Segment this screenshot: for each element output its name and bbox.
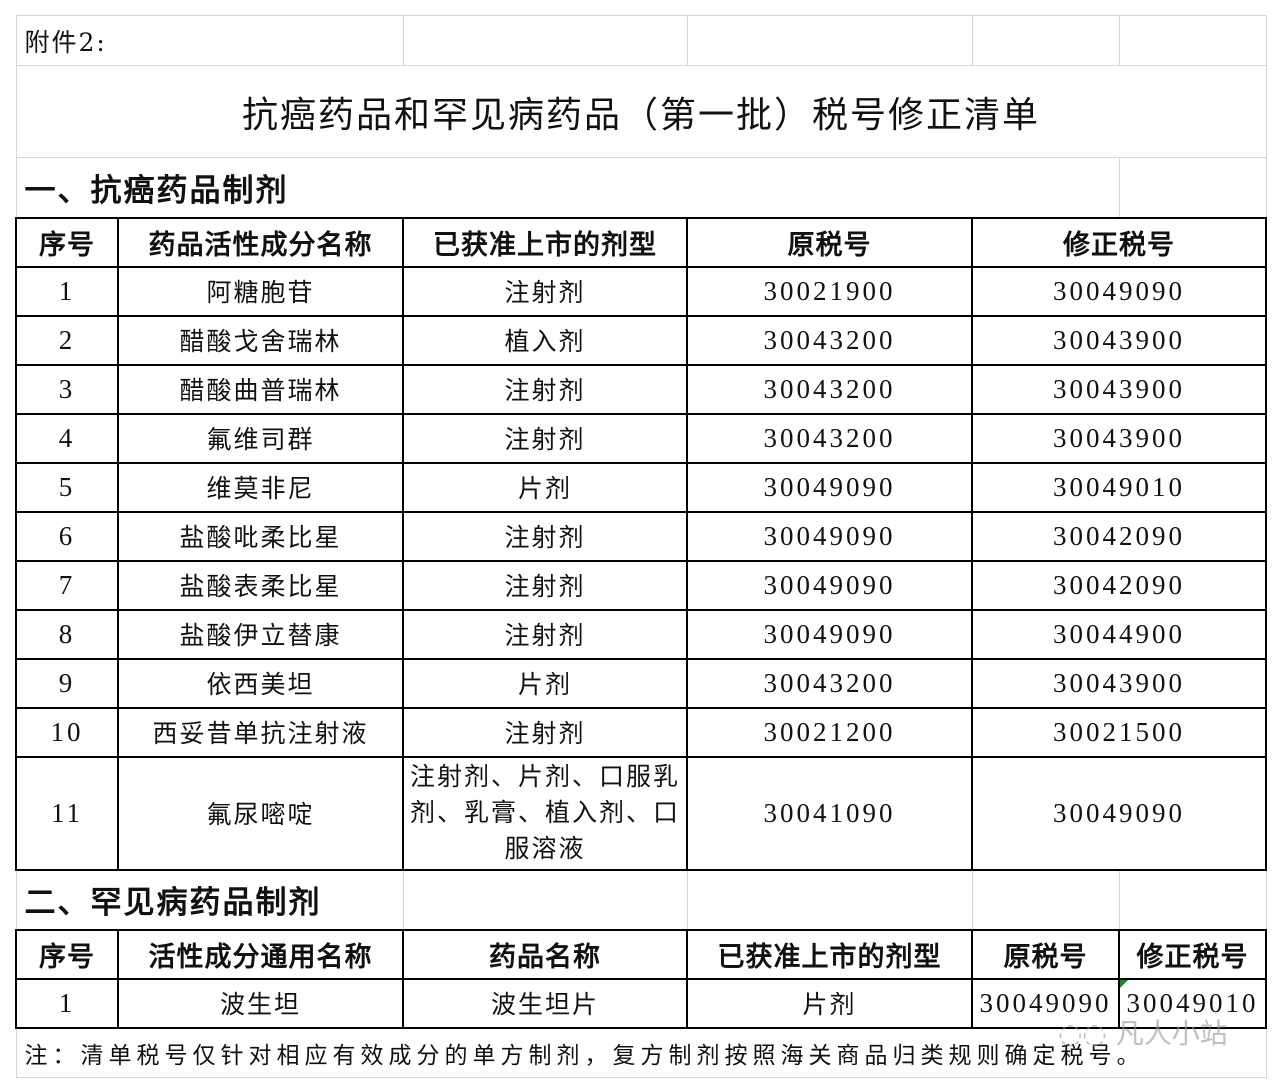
cell-corrected-code: 30049010 (971, 461, 1267, 513)
cell-corrected-code: 30049090 (971, 265, 1267, 317)
footnote: 注：清单税号仅针对相应有效成分的单方制剂，复方制剂按照海关商品归类规则确定税号。 (15, 1027, 1267, 1078)
cell-ingredient: 醋酸曲普瑞林 (117, 363, 404, 415)
cell-index: 11 (15, 755, 119, 871)
cell-corrected-code: 30043900 (971, 314, 1267, 366)
column-header: 修正税号 (1118, 928, 1267, 980)
cell-index: 2 (15, 314, 119, 366)
table-row: 10 西妥昔单抗注射液 注射剂 30021200 30021500 (15, 706, 1267, 758)
cell-original-code: 30043200 (686, 314, 973, 366)
table-row: 8 盐酸伊立替康 注射剂 30049090 30044900 (15, 608, 1267, 660)
table-row: 4 氟维司群 注射剂 30043200 30043900 (15, 412, 1267, 464)
cell-dosage-form: 注射剂 (402, 363, 688, 415)
cell-ingredient: 氟维司群 (117, 412, 404, 464)
cell-original-code: 30049090 (686, 608, 973, 660)
cell-ingredient: 醋酸戈舍瑞林 (117, 314, 404, 366)
table-row: 9 依西美坦 片剂 30043200 30043900 (15, 657, 1267, 709)
cell-ingredient: 依西美坦 (117, 657, 404, 709)
column-header: 活性成分通用名称 (117, 928, 404, 980)
cell-corrected-code: 30021500 (971, 706, 1267, 758)
watermark: ◌◌ 凡人小站 (1058, 1017, 1228, 1050)
cell-corrected-code: 30043900 (971, 412, 1267, 464)
cell-dosage-form: 片剂 (402, 657, 688, 709)
cell-corrected-code: 30043900 (971, 657, 1267, 709)
cell-drug-name: 波生坦片 (402, 977, 688, 1029)
cell-ingredient: 西妥昔单抗注射液 (117, 706, 404, 758)
cell-original-code: 30043200 (686, 363, 973, 415)
section1-heading: 一、抗癌药品制剂 (15, 157, 1120, 218)
cell-index: 1 (15, 265, 119, 317)
column-header: 已获准上市的剂型 (402, 216, 688, 268)
cell-dosage-form: 注射剂 (402, 706, 688, 758)
cell-original-code: 30043200 (686, 412, 973, 464)
cell-dosage-form: 片剂 (402, 461, 688, 513)
cell-ingredient: 盐酸伊立替康 (117, 608, 404, 660)
column-header: 药品名称 (402, 928, 688, 980)
cell-original-code: 30049090 (686, 461, 973, 513)
column-header: 已获准上市的剂型 (686, 928, 973, 980)
cell-original-code: 30043200 (686, 657, 973, 709)
cell-index: 8 (15, 608, 119, 660)
cell-index: 5 (15, 461, 119, 513)
cell-ingredient: 盐酸表柔比星 (117, 559, 404, 611)
cell-ingredient: 阿糖胞苷 (117, 265, 404, 317)
cell-dosage-form: 注射剂、片剂、口服乳剂、乳膏、植入剂、口服溶液 (402, 755, 688, 871)
column-header: 原税号 (971, 928, 1120, 980)
cell-index: 3 (15, 363, 119, 415)
cell-index: 10 (15, 706, 119, 758)
table-row: 2 醋酸戈舍瑞林 植入剂 30043200 30043900 (15, 314, 1267, 366)
cell-ingredient: 波生坦 (117, 977, 404, 1029)
cell-index: 9 (15, 657, 119, 709)
table-row: 5 维莫非尼 片剂 30049090 30049010 (15, 461, 1267, 513)
section2-heading: 二、罕见病药品制剂 (15, 869, 404, 930)
cell-ingredient: 维莫非尼 (117, 461, 404, 513)
page-title: 抗癌药品和罕见病药品（第一批）税号修正清单 (15, 65, 1267, 158)
cell-dosage-form: 注射剂 (402, 559, 688, 611)
cell-ingredient: 氟尿嘧啶 (117, 755, 404, 871)
cell-corrected-code: 30043900 (971, 363, 1267, 415)
cell-ingredient: 盐酸吡柔比星 (117, 510, 404, 562)
cell-corrected-code: 30049090 (971, 755, 1267, 871)
column-header: 修正税号 (971, 216, 1267, 268)
attachment-label: 附件2: (15, 15, 404, 66)
table-row: 3 醋酸曲普瑞林 注射剂 30043200 30043900 (15, 363, 1267, 415)
column-header: 原税号 (686, 216, 973, 268)
section2-header-row: 序号 活性成分通用名称 药品名称 已获准上市的剂型 原税号 修正税号 (15, 928, 1267, 980)
column-header: 序号 (15, 928, 119, 980)
table-row: 6 盐酸吡柔比星 注射剂 30049090 30042090 (15, 510, 1267, 562)
cell-corrected-code: 30042090 (971, 559, 1267, 611)
cell-original-code: 30021200 (686, 706, 973, 758)
tariff-correction-sheet: 附件2: 抗癌药品和罕见病药品（第一批）税号修正清单 一、抗癌药品制剂 序号 药… (15, 15, 1267, 1078)
table-row: 1 阿糖胞苷 注射剂 30021900 30049090 (15, 265, 1267, 317)
cell-original-code: 30049090 (686, 559, 973, 611)
cell-dosage-form: 注射剂 (402, 412, 688, 464)
column-header: 序号 (15, 216, 119, 268)
wechat-icon: ◌◌ (1058, 1017, 1116, 1050)
cell-corrected-code: 30049010 (1118, 977, 1267, 1029)
cell-index: 1 (15, 977, 119, 1029)
cell-original-code: 30049090 (686, 510, 973, 562)
cell-dosage-form: 注射剂 (402, 510, 688, 562)
cell-index: 4 (15, 412, 119, 464)
cell-original-code: 30021900 (686, 265, 973, 317)
cell-index: 7 (15, 559, 119, 611)
cell-corrected-code: 30044900 (971, 608, 1267, 660)
cell-corrected-code: 30042090 (971, 510, 1267, 562)
cell-dosage-form: 注射剂 (402, 608, 688, 660)
cell-dosage-form: 植入剂 (402, 314, 688, 366)
table-row: 1 波生坦 波生坦片 片剂 30049090 30049010 (15, 977, 1267, 1029)
cell-dosage-form: 注射剂 (402, 265, 688, 317)
column-header: 药品活性成分名称 (117, 216, 404, 268)
cell-original-code: 30049090 (971, 977, 1120, 1029)
cell-dosage-form: 片剂 (686, 977, 973, 1029)
table-row: 7 盐酸表柔比星 注射剂 30049090 30042090 (15, 559, 1267, 611)
cell-original-code: 30041090 (686, 755, 973, 871)
cell-index: 6 (15, 510, 119, 562)
table-row: 11 氟尿嘧啶 注射剂、片剂、口服乳剂、乳膏、植入剂、口服溶液 30041090 300… (15, 755, 1267, 871)
section1-header-row: 序号 药品活性成分名称 已获准上市的剂型 原税号 修正税号 (15, 216, 1267, 268)
